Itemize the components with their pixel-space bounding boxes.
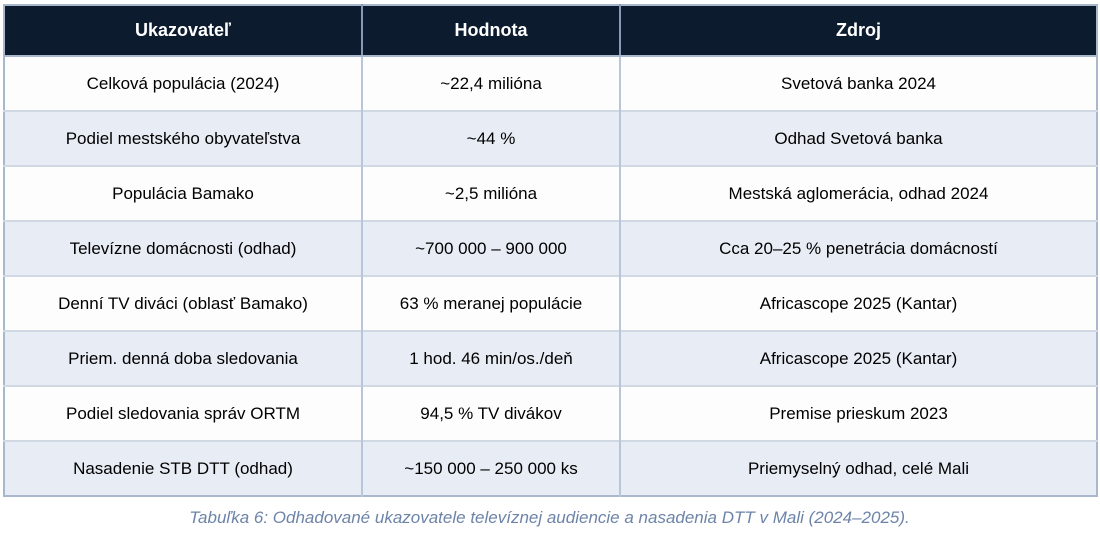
table-cell: Odhad Svetová banka bbox=[619, 110, 1097, 166]
table-cell: ~44 % bbox=[361, 110, 620, 166]
table-cell: ~22,4 milióna bbox=[361, 55, 620, 111]
header-cell-hodnota: Hodnota bbox=[361, 5, 620, 57]
table-row: Priem. denná doba sledovania 1 hod. 46 mi… bbox=[4, 330, 1097, 386]
indicators-table: Ukazovateľ Hodnota Zdroj Celková populác… bbox=[3, 4, 1098, 497]
table-cell: 94,5 % TV divákov bbox=[361, 385, 620, 441]
table-cell: Podiel mestského obyvateľstva bbox=[4, 110, 362, 166]
header-row: Ukazovateľ Hodnota Zdroj bbox=[4, 5, 1097, 57]
table-cell: Africascope 2025 (Kantar) bbox=[619, 275, 1097, 331]
table-caption: Tabuľka 6: Odhadované ukazovatele televí… bbox=[189, 508, 910, 527]
table-cell: Svetová banka 2024 bbox=[619, 55, 1097, 111]
table-cell: ~150 000 – 250 000 ks bbox=[361, 440, 620, 496]
table-row: Populácia Bamako ~2,5 milióna Mestská aglo… bbox=[4, 165, 1097, 221]
table-row: Nasadenie STB DTT (odhad) ~150 000 – 250 … bbox=[4, 440, 1097, 496]
table-row: Podiel sledovania správ ORTM 94,5 % TV di… bbox=[4, 385, 1097, 441]
table-header: Ukazovateľ Hodnota Zdroj bbox=[4, 5, 1097, 57]
header-cell-zdroj: Zdroj bbox=[619, 5, 1097, 57]
table-cell: Celková populácia (2024) bbox=[4, 55, 362, 111]
table-cell: Podiel sledovania správ ORTM bbox=[4, 385, 362, 441]
table-row: Podiel mestského obyvateľstva ~44 % Odhad … bbox=[4, 110, 1097, 166]
table-cell: Cca 20–25 % penetrácia domácností bbox=[619, 220, 1097, 276]
table-cell: 1 hod. 46 min/os./deň bbox=[361, 330, 620, 386]
table-cell: ~2,5 milióna bbox=[361, 165, 620, 221]
page: Ukazovateľ Hodnota Zdroj Celková populác… bbox=[3, 4, 1098, 527]
table-cell: 63 % meranej populácie bbox=[361, 275, 620, 331]
header-cell-ukazovatel: Ukazovateľ bbox=[4, 5, 362, 57]
table-cell: Populácia Bamako bbox=[4, 165, 362, 221]
table-cell: Priemyselný odhad, celé Mali bbox=[619, 440, 1097, 496]
table-cell: Nasadenie STB DTT (odhad) bbox=[4, 440, 362, 496]
table-row: Celková populácia (2024) ~22,4 milióna Sve… bbox=[4, 55, 1097, 111]
table-body: Celková populácia (2024) ~22,4 milióna Sve… bbox=[4, 55, 1097, 496]
table-cell: Denní TV diváci (oblasť Bamako) bbox=[4, 275, 362, 331]
table-cell: Priem. denná doba sledovania bbox=[4, 330, 362, 386]
table-row: Denní TV diváci (oblasť Bamako) 63 % mera… bbox=[4, 275, 1097, 331]
table-cell: Mestská aglomerácia, odhad 2024 bbox=[619, 165, 1097, 221]
table-cell: ~700 000 – 900 000 bbox=[361, 220, 620, 276]
table-cell: Premise prieskum 2023 bbox=[619, 385, 1097, 441]
table-row: Televízne domácnosti (odhad) ~700 000 – 9… bbox=[4, 220, 1097, 276]
table-cell: Televízne domácnosti (odhad) bbox=[4, 220, 362, 276]
table-cell: Africascope 2025 (Kantar) bbox=[619, 330, 1097, 386]
